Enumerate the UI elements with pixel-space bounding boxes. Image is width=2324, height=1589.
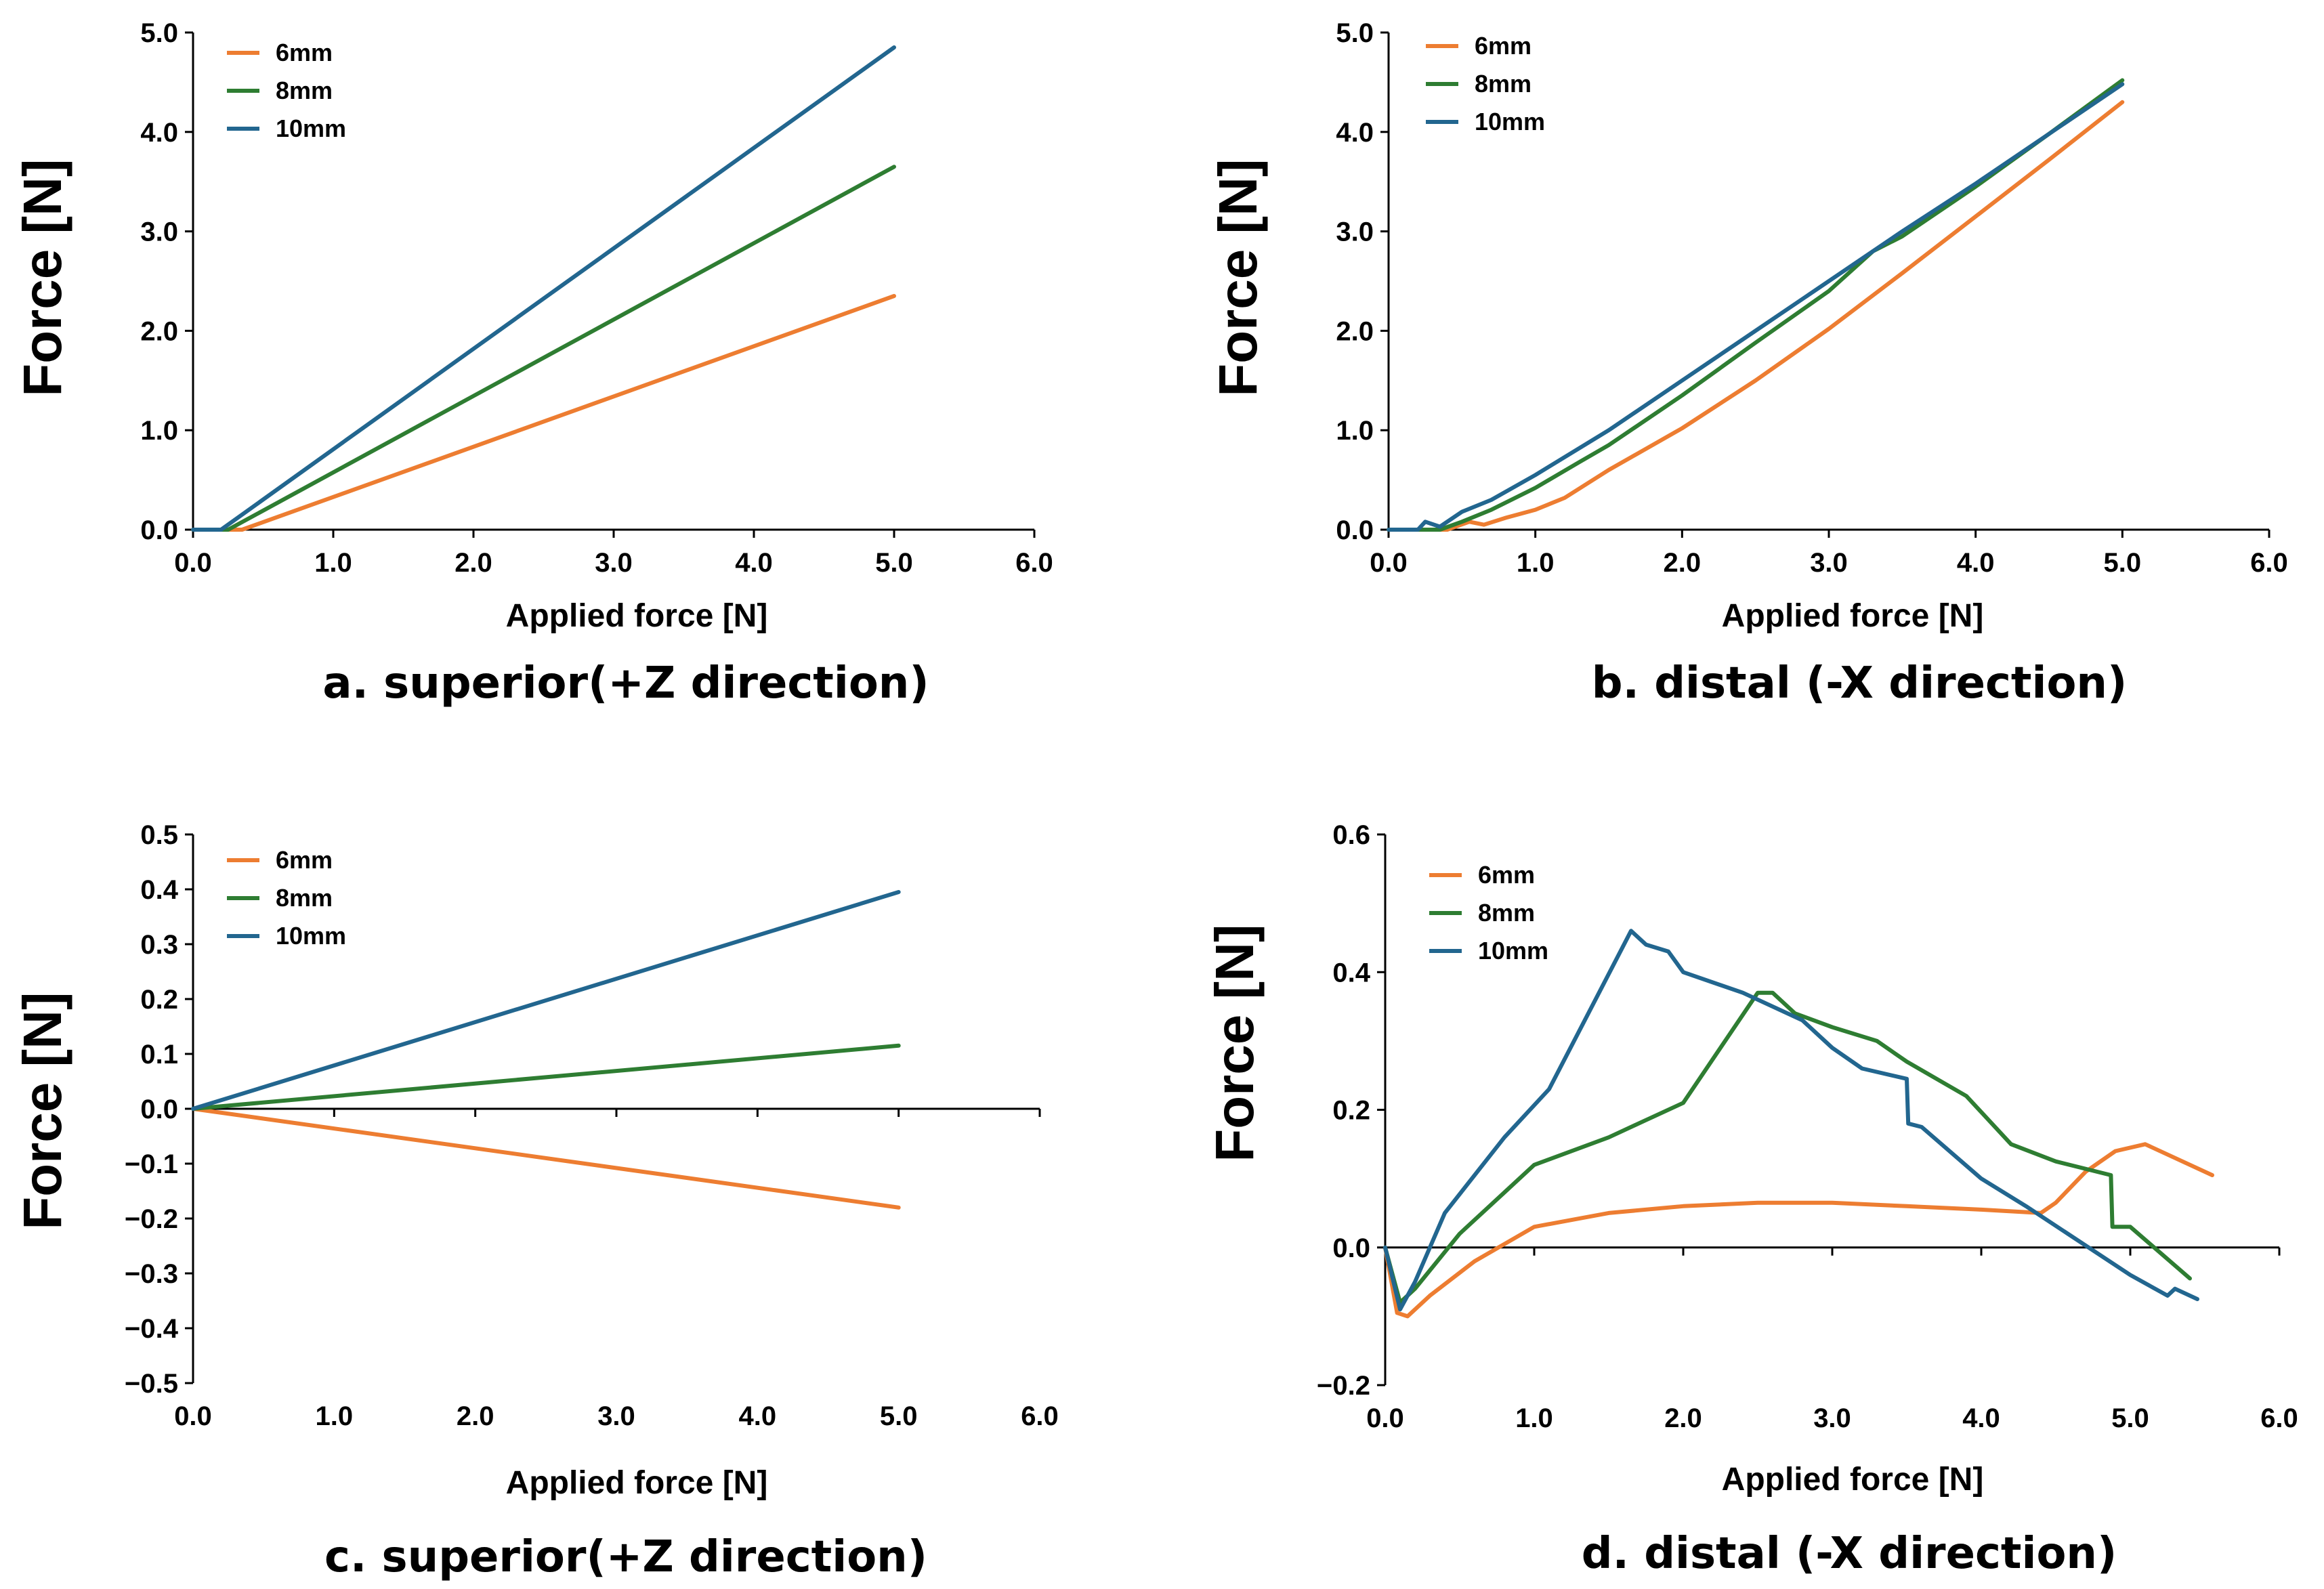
panel-a-x-tick-label: 5.0 bbox=[875, 548, 913, 578]
panel-d-x-tick-label: 0.0 bbox=[1366, 1403, 1404, 1433]
panel-b-y-tick-label: 4.0 bbox=[1336, 118, 1374, 148]
panel-b-ylabel: Force [N] bbox=[1208, 158, 1268, 396]
panel-c-x-tick-label: 4.0 bbox=[739, 1401, 777, 1431]
panel-c-series-8mm bbox=[191, 1043, 901, 1111]
panel-d: Force [N] Applied force [N] d. distal (-… bbox=[1204, 820, 2298, 1579]
panel-b-legend-label-6mm: 6mm bbox=[1475, 32, 1531, 60]
panel-b-y-tick-label: 3.0 bbox=[1336, 217, 1374, 247]
panel-b-x-tick-label: 1.0 bbox=[1517, 548, 1555, 578]
panel-c-y-tick-label: −0.4 bbox=[125, 1314, 179, 1344]
panel-b-legend-label-10mm: 10mm bbox=[1475, 108, 1545, 135]
panel-b-x-tick-label: 4.0 bbox=[1957, 548, 1995, 578]
panel-b-caption: b. distal (-X direction) bbox=[1592, 658, 2127, 708]
panel-b-y-tick-label: 2.0 bbox=[1336, 316, 1374, 346]
panel-a-x-tick-label: 4.0 bbox=[735, 548, 773, 578]
panel-c-x-tick-label: 1.0 bbox=[316, 1401, 354, 1431]
panel-c-legend-label-6mm: 6mm bbox=[276, 846, 333, 874]
panel-c-y-tick-label: 0.3 bbox=[140, 930, 178, 960]
panel-c-x-tick-label: 6.0 bbox=[1021, 1401, 1059, 1431]
panel-a-y-tick-label: 3.0 bbox=[140, 217, 178, 247]
panel-b-x-tick-label: 6.0 bbox=[2250, 548, 2288, 578]
panel-a-x-tick-label: 0.0 bbox=[174, 548, 212, 578]
panel-c-legend: 6mm 8mm 10mm bbox=[227, 846, 346, 950]
panel-b-x-tick-label: 5.0 bbox=[2104, 548, 2142, 578]
panel-a-x-tick-label: 6.0 bbox=[1015, 548, 1053, 578]
panel-d-series-8mm bbox=[1383, 990, 2192, 1305]
panel-c-x-tick-label: 2.0 bbox=[457, 1401, 494, 1431]
panel-d-xlabel: Applied force [N] bbox=[1722, 1462, 1984, 1498]
panel-a-y-tick-label: 4.0 bbox=[140, 118, 178, 148]
panel-b-legend-label-8mm: 8mm bbox=[1475, 70, 1531, 98]
panel-a-legend: 6mm 8mm 10mm bbox=[227, 39, 346, 142]
panel-a-legend-label-8mm: 8mm bbox=[276, 77, 333, 104]
panel-b: Force [N] Applied force [N] b. distal (-… bbox=[1208, 18, 2288, 708]
panel-a-legend-label-6mm: 6mm bbox=[276, 39, 333, 66]
panel-c-y-tick-label: 0.5 bbox=[140, 820, 178, 850]
panel-a-x-tick-label: 3.0 bbox=[595, 548, 633, 578]
panel-d-y-tick-label: 0.6 bbox=[1332, 820, 1370, 850]
panel-b-series-8mm bbox=[1387, 78, 2125, 532]
panel-d-legend-label-10mm: 10mm bbox=[1478, 937, 1548, 965]
panel-c-y-tick-label: 0.1 bbox=[140, 1040, 178, 1069]
panel-b-series-10mm bbox=[1387, 82, 2125, 532]
panel-c-y-tick-label: −0.2 bbox=[125, 1204, 178, 1234]
panel-a-ylabel: Force [N] bbox=[12, 158, 72, 396]
panel-b-legend: 6mm 8mm 10mm bbox=[1426, 32, 1545, 135]
panel-c-series-6mm bbox=[191, 1107, 901, 1210]
panel-d-y-tick-label: −0.2 bbox=[1317, 1371, 1370, 1401]
panel-b-x-tick-label: 3.0 bbox=[1810, 548, 1848, 578]
panel-d-x-tick-label: 6.0 bbox=[2260, 1403, 2298, 1433]
panel-c-y-tick-label: −0.1 bbox=[125, 1149, 178, 1179]
panel-a-y-tick-label: 5.0 bbox=[140, 18, 178, 48]
panel-a-caption: a. superior(+Z direction) bbox=[322, 658, 929, 708]
panel-b-y-tick-label: 0.0 bbox=[1336, 515, 1374, 545]
panel-b-x-tick-label: 0.0 bbox=[1370, 548, 1408, 578]
panel-a-y-tick-label: 1.0 bbox=[140, 416, 178, 446]
panel-d-y-tick-label: 0.0 bbox=[1332, 1233, 1370, 1263]
panel-d-y-tick-label: 0.2 bbox=[1332, 1096, 1370, 1126]
panel-d-legend: 6mm 8mm 10mm bbox=[1429, 861, 1548, 965]
panel-d-y-tick-label: 0.4 bbox=[1332, 958, 1370, 988]
panel-c-x-tick-label: 0.0 bbox=[174, 1401, 212, 1431]
panel-c-caption: c. superior(+Z direction) bbox=[324, 1532, 927, 1582]
panel-d-x-tick-label: 2.0 bbox=[1664, 1403, 1702, 1433]
panel-d-ylabel: Force [N] bbox=[1204, 924, 1265, 1162]
panel-d-x-tick-label: 4.0 bbox=[1962, 1403, 2000, 1433]
panel-a-y-tick-label: 2.0 bbox=[140, 316, 178, 346]
panel-c-x-tick-label: 5.0 bbox=[880, 1401, 918, 1431]
panel-b-xlabel: Applied force [N] bbox=[1722, 598, 1984, 634]
panel-c: Force [N] Applied force [N] c. superior(… bbox=[12, 820, 1059, 1582]
panel-a: Force [N] Applied force [N] a. superior(… bbox=[12, 18, 1053, 708]
panel-c-ylabel: Force [N] bbox=[12, 992, 72, 1229]
panel-a-xlabel: Applied force [N] bbox=[506, 598, 768, 634]
panel-c-y-tick-label: −0.3 bbox=[125, 1259, 178, 1289]
panel-c-xlabel: Applied force [N] bbox=[506, 1465, 768, 1501]
panel-b-x-tick-label: 2.0 bbox=[1664, 548, 1702, 578]
panel-d-series-10mm bbox=[1383, 929, 2199, 1312]
panel-a-legend-label-10mm: 10mm bbox=[276, 114, 346, 142]
panel-a-x-tick-label: 2.0 bbox=[455, 548, 492, 578]
panel-d-x-tick-label: 1.0 bbox=[1515, 1403, 1553, 1433]
panel-d-x-tick-label: 5.0 bbox=[2111, 1403, 2149, 1433]
panel-c-y-tick-label: −0.5 bbox=[125, 1369, 178, 1399]
panel-d-x-tick-label: 3.0 bbox=[1813, 1403, 1851, 1433]
panel-c-y-tick-label: 0.2 bbox=[140, 985, 178, 1015]
panel-c-legend-label-10mm: 10mm bbox=[276, 922, 346, 950]
panel-c-series-10mm bbox=[191, 890, 901, 1111]
panel-a-y-tick-label: 0.0 bbox=[140, 515, 178, 545]
panel-c-y-tick-label: 0.4 bbox=[140, 875, 178, 905]
panel-b-y-tick-label: 5.0 bbox=[1336, 18, 1374, 48]
panel-c-x-tick-label: 3.0 bbox=[597, 1401, 635, 1431]
panel-a-x-tick-label: 1.0 bbox=[314, 548, 352, 578]
panel-d-legend-label-6mm: 6mm bbox=[1478, 861, 1535, 889]
panel-b-y-tick-label: 1.0 bbox=[1336, 416, 1374, 446]
panel-c-y-tick-label: 0.0 bbox=[140, 1095, 178, 1124]
panel-c-legend-label-8mm: 8mm bbox=[276, 884, 333, 912]
panel-a-series-10mm bbox=[191, 45, 896, 532]
panel-b-series-6mm bbox=[1387, 100, 2125, 532]
panel-d-legend-label-8mm: 8mm bbox=[1478, 899, 1535, 927]
panel-d-caption: d. distal (-X direction) bbox=[1582, 1529, 2117, 1579]
